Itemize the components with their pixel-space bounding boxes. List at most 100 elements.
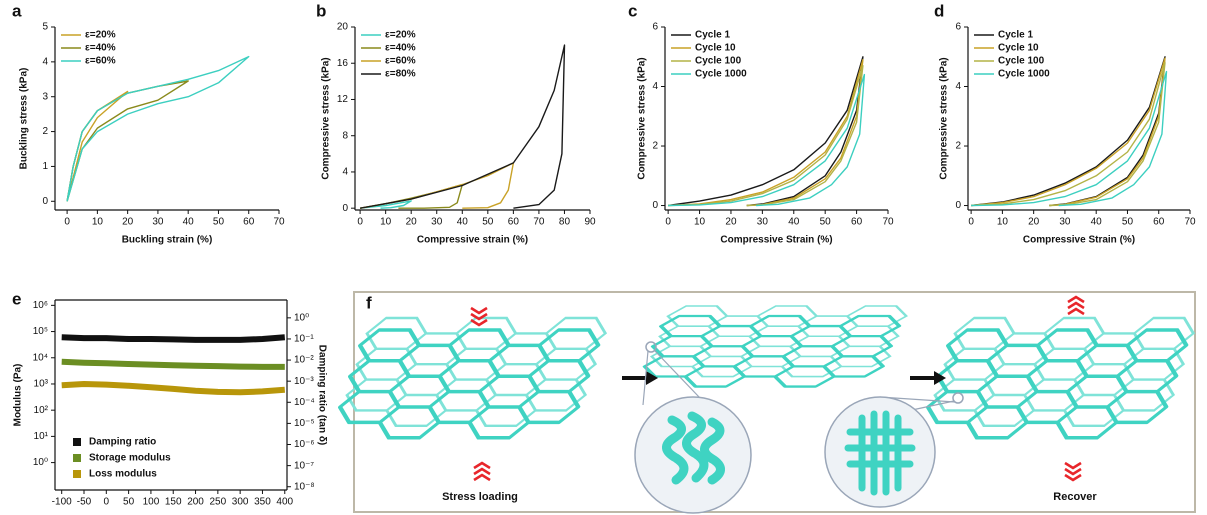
x-tick-label: 60: [243, 217, 255, 228]
legend-marker: [73, 438, 81, 446]
x-tick-label: 100: [143, 497, 160, 508]
x-tick-label: 30: [1059, 217, 1071, 228]
legend-label: Cycle 10: [998, 43, 1039, 54]
y-tick-label: 8: [342, 130, 348, 141]
x-tick-label: 200: [187, 497, 204, 508]
y-tick-label: 4: [42, 56, 48, 67]
x-tick-label: 20: [122, 217, 134, 228]
panel-label: c: [628, 1, 637, 20]
legend-label: Cycle 1: [998, 30, 1033, 41]
panel-label: f: [366, 293, 372, 312]
y-tick-label: 2: [42, 126, 48, 137]
y2-tick-label: 10⁻²: [294, 355, 314, 366]
y2-tick-label: 10⁻¹: [294, 334, 314, 345]
y-tick-label: 4: [342, 167, 348, 178]
legend-label: Cycle 10: [695, 43, 736, 54]
panel-label: b: [316, 1, 326, 20]
x-axis-label: Compressive strain (%): [417, 235, 528, 246]
series-line: [360, 185, 462, 209]
x-tick-label: 60: [508, 217, 520, 228]
x-tick-label: 20: [406, 217, 418, 228]
x-tick-label: 10: [380, 217, 392, 228]
x-tick-label: 300: [232, 497, 249, 508]
series-line: [67, 81, 188, 201]
x-tick-label: 30: [757, 217, 769, 228]
y-tick-label: 6: [652, 22, 658, 33]
x-tick-label: 0: [64, 217, 70, 228]
y-tick-label: 2: [955, 141, 961, 152]
figure: f: [0, 0, 1207, 515]
x-tick-label: 70: [882, 217, 894, 228]
y-tick-label: 2: [652, 141, 658, 152]
x-tick-label: 150: [165, 497, 182, 508]
x-tick-label: 0: [357, 217, 363, 228]
y2-tick-label: 10⁻³: [294, 376, 314, 387]
x-tick-label: 50: [482, 217, 494, 228]
x-tick-label: 0: [968, 217, 974, 228]
x-tick-label: 20: [725, 217, 737, 228]
x-axis-label: Compressive Strain (%): [720, 235, 832, 246]
x-tick-label: 400: [276, 497, 293, 508]
y-tick-label: 0: [955, 200, 961, 211]
legend-label: Cycle 1000: [695, 69, 747, 80]
x-tick-label: 30: [152, 217, 164, 228]
x-tick-label: 60: [851, 217, 863, 228]
y-axis-label: Buckling stress (kPa): [19, 68, 30, 170]
x-tick-label: 10: [997, 217, 1009, 228]
series-line: [668, 66, 863, 206]
panel-label: e: [12, 289, 21, 308]
x-tick-label: 40: [788, 217, 800, 228]
y-tick-label: 16: [337, 58, 349, 69]
panel-label: d: [934, 1, 944, 20]
legend-marker: [73, 470, 81, 478]
legend-label: Storage modulus: [89, 453, 171, 464]
x-tick-label: 250: [210, 497, 227, 508]
y-tick-label: 10⁶: [33, 300, 48, 311]
panel-label: a: [12, 1, 22, 20]
x-tick-label: 80: [559, 217, 571, 228]
y-tick-label: 10¹: [34, 431, 49, 442]
x-axis-label: Buckling strain (%): [122, 235, 213, 246]
series-line: [67, 57, 249, 202]
legend-label: Loss modulus: [89, 469, 157, 480]
legend-label: ε=80%: [385, 69, 416, 80]
series-line: [67, 92, 128, 202]
x-tick-label: 70: [273, 217, 285, 228]
caption: Stress loading: [442, 491, 518, 503]
y2-tick-label: 10⁻⁶: [294, 439, 315, 450]
diagram-panel: f: [330, 292, 1198, 513]
legend-label: Cycle 100: [998, 56, 1045, 67]
x-tick-label: 60: [1153, 217, 1165, 228]
series-line: [62, 362, 285, 367]
x-tick-label: 70: [533, 217, 545, 228]
series-line: [971, 58, 1165, 205]
y-tick-label: 4: [955, 81, 961, 92]
x-tick-label: 50: [213, 217, 225, 228]
legend-marker: [73, 454, 81, 462]
series-line: [62, 337, 285, 340]
y-axis-label: Compressive stress (kPa): [939, 57, 950, 179]
y-axis-label: Compressive stress (kPa): [321, 57, 332, 179]
y2-tick-label: 10⁻⁸: [294, 481, 315, 492]
y-tick-label: 0: [342, 203, 348, 214]
y-tick-label: 10²: [34, 405, 49, 416]
series-line: [360, 163, 513, 208]
x-tick-label: 40: [183, 217, 195, 228]
series-line: [971, 63, 1165, 206]
y-tick-label: 5: [42, 22, 48, 33]
legend-label: ε=20%: [85, 30, 116, 41]
y-tick-label: 20: [337, 22, 349, 33]
x-tick-label: 10: [92, 217, 104, 228]
legend-label: Cycle 100: [695, 56, 742, 67]
legend-label: ε=60%: [85, 56, 116, 67]
y-tick-label: 4: [652, 81, 658, 92]
x-tick-label: 50: [820, 217, 832, 228]
y-axis-label: Modulus (Pa): [13, 364, 24, 427]
y-tick-label: 10⁴: [33, 352, 48, 363]
x-tick-label: 10: [694, 217, 706, 228]
y-tick-label: 10³: [34, 379, 49, 390]
chart: d0102030405060700246Compressive Strain (…: [934, 1, 1196, 245]
